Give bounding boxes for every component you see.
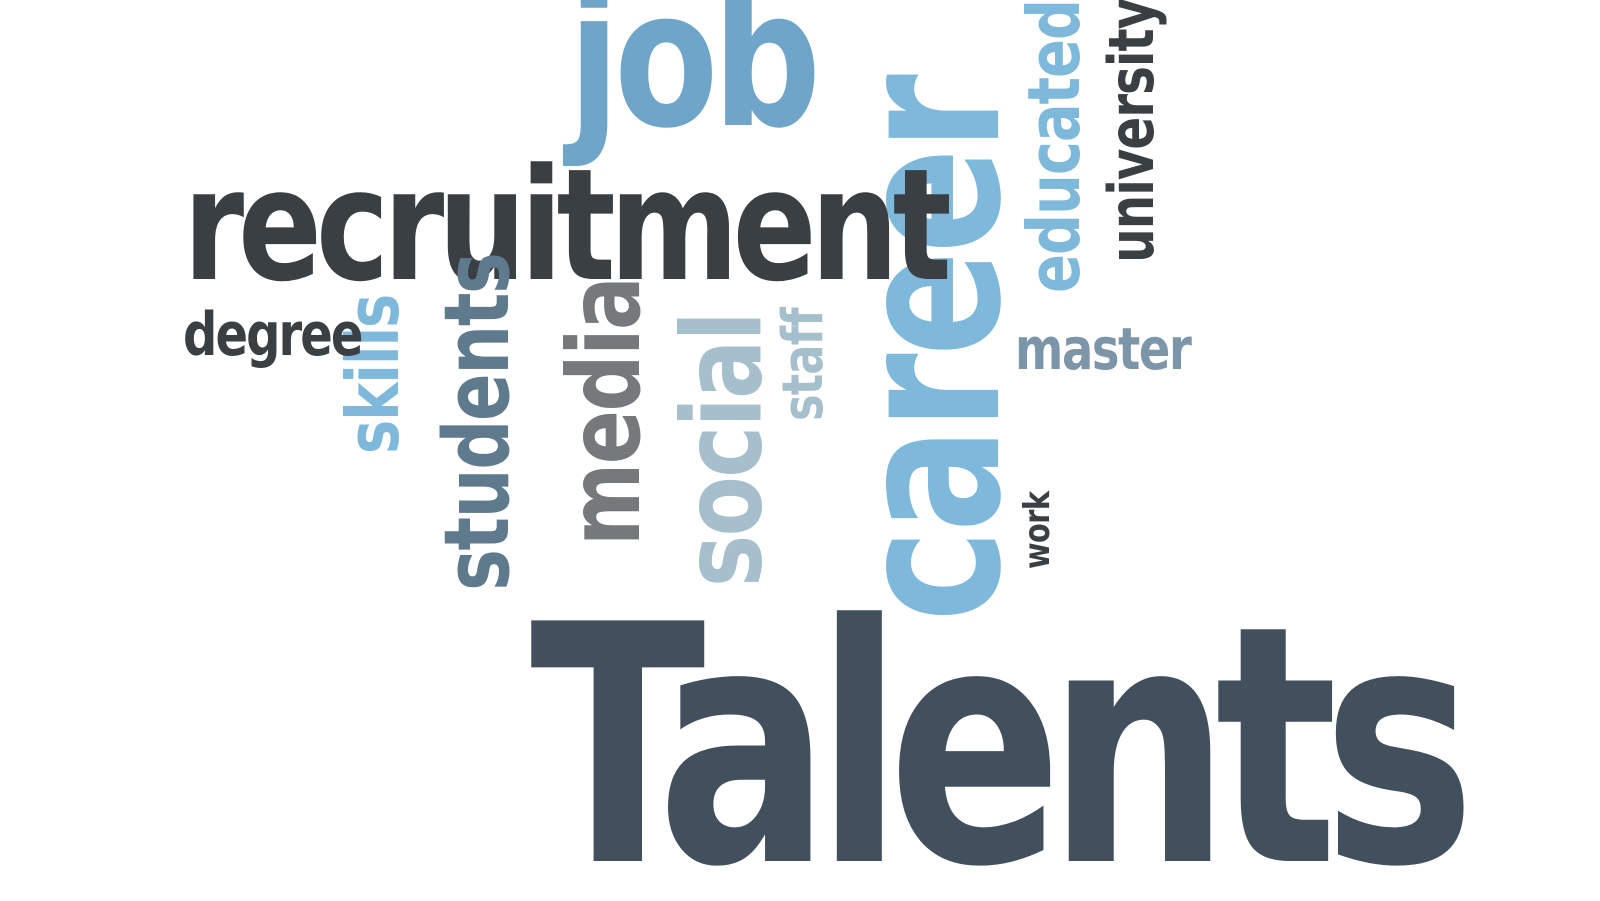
word-master: master xyxy=(1015,315,1192,383)
word-job: job xyxy=(568,0,821,170)
word-students: students xyxy=(425,253,530,591)
word-work: work xyxy=(1017,491,1058,569)
word-university: university xyxy=(1095,0,1168,263)
word-media: media xyxy=(546,277,663,546)
word-educated: educated xyxy=(1012,0,1096,293)
word-degree: degree xyxy=(183,300,363,370)
word-talents: Talents xyxy=(530,555,1476,901)
word-staff: staff xyxy=(771,308,836,421)
word-recruitment: recruitment xyxy=(183,135,952,316)
word-social: social xyxy=(658,312,787,588)
